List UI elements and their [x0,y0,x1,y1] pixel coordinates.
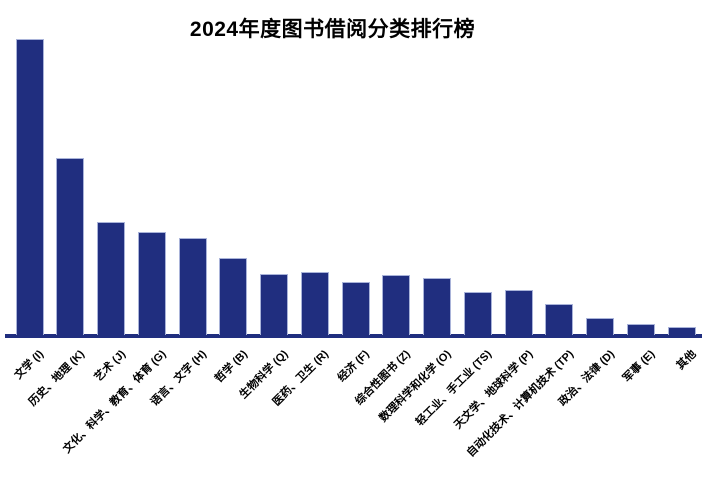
bar [260,274,289,335]
bar [545,304,574,335]
bar [586,318,615,335]
bar [504,290,533,335]
bar [178,238,207,335]
bar [137,232,166,335]
bar [626,324,655,335]
chart-title: 2024年度图书借阅分类排行榜 [189,18,476,41]
x-tick-label: 其他 [674,348,699,373]
x-tick-label: 文学 (I) [12,348,47,382]
bar [382,275,411,335]
x-tick-label: 艺术 (J) [91,348,128,384]
bar [341,282,370,335]
bar [423,278,452,335]
bar [219,258,248,335]
x-tick-label: 军事 (E) [620,348,658,385]
bar [300,272,329,335]
bar [97,222,126,335]
bar [15,39,44,335]
bar [463,292,492,335]
x-axis-line [5,334,702,338]
bar [56,158,85,335]
bar [667,327,696,335]
